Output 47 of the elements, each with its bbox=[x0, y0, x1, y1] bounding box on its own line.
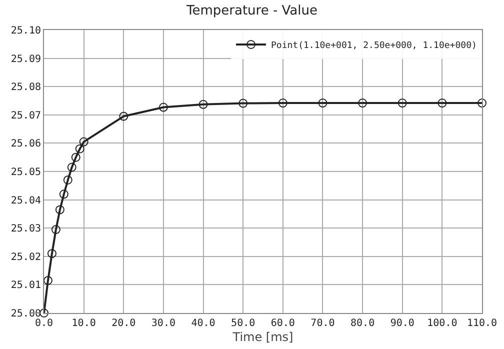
y-tick-label: 25.10 bbox=[10, 26, 41, 36]
point bbox=[43, 276, 52, 285]
x-tick-label: 50.0 bbox=[231, 318, 256, 329]
y-tick-label: 25.01 bbox=[10, 280, 41, 292]
chart-title: Temperature - Value bbox=[185, 3, 318, 18]
x-tick-label: 0.0 bbox=[34, 318, 54, 329]
point bbox=[55, 205, 64, 214]
x-tick-label: 40.0 bbox=[191, 318, 216, 329]
point bbox=[71, 152, 80, 162]
point bbox=[59, 190, 68, 199]
point bbox=[63, 175, 72, 184]
x-tick-label: 80.0 bbox=[350, 318, 375, 329]
point bbox=[79, 137, 88, 146]
point bbox=[238, 98, 248, 108]
point bbox=[40, 308, 48, 318]
point bbox=[478, 98, 486, 108]
point bbox=[158, 102, 168, 112]
point bbox=[438, 98, 447, 108]
x-tick-label: 60.0 bbox=[270, 318, 295, 329]
point bbox=[67, 162, 76, 172]
y-tick-label: 25.07 bbox=[10, 110, 41, 122]
y-tick-label: 25.03 bbox=[10, 224, 41, 235]
x-axis-title: Time [ms] bbox=[232, 330, 294, 344]
y-tick-label: 25.08 bbox=[10, 82, 41, 94]
x-tick-label: 110.0 bbox=[466, 318, 498, 329]
y-tick-label: 25.09 bbox=[10, 54, 41, 65]
point bbox=[398, 98, 407, 108]
point bbox=[119, 112, 128, 121]
legend-label: Point(1.10e+001, 2.50e+000, 1.10e+000) bbox=[271, 41, 477, 52]
y-tick-label: 25.06 bbox=[10, 138, 41, 150]
point bbox=[318, 98, 328, 108]
x-tick-label: 90.0 bbox=[390, 318, 414, 329]
x-tick-label: 20.0 bbox=[112, 318, 136, 329]
y-tick-label: 25.02 bbox=[10, 252, 41, 263]
x-tick-label: 30.0 bbox=[151, 318, 176, 329]
point bbox=[75, 144, 84, 154]
x-tick-label: 100.0 bbox=[427, 318, 458, 329]
y-tick-label: 25.04 bbox=[10, 195, 41, 206]
point bbox=[47, 249, 56, 258]
y-tick-label: 25.00 bbox=[10, 308, 41, 320]
x-tick-label: 10.0 bbox=[72, 318, 96, 329]
point bbox=[51, 225, 60, 234]
point bbox=[278, 98, 288, 108]
x-tick-label: 70.0 bbox=[310, 318, 335, 329]
y-tick-label: 25.05 bbox=[10, 167, 41, 178]
point bbox=[358, 98, 368, 108]
point bbox=[198, 100, 208, 109]
